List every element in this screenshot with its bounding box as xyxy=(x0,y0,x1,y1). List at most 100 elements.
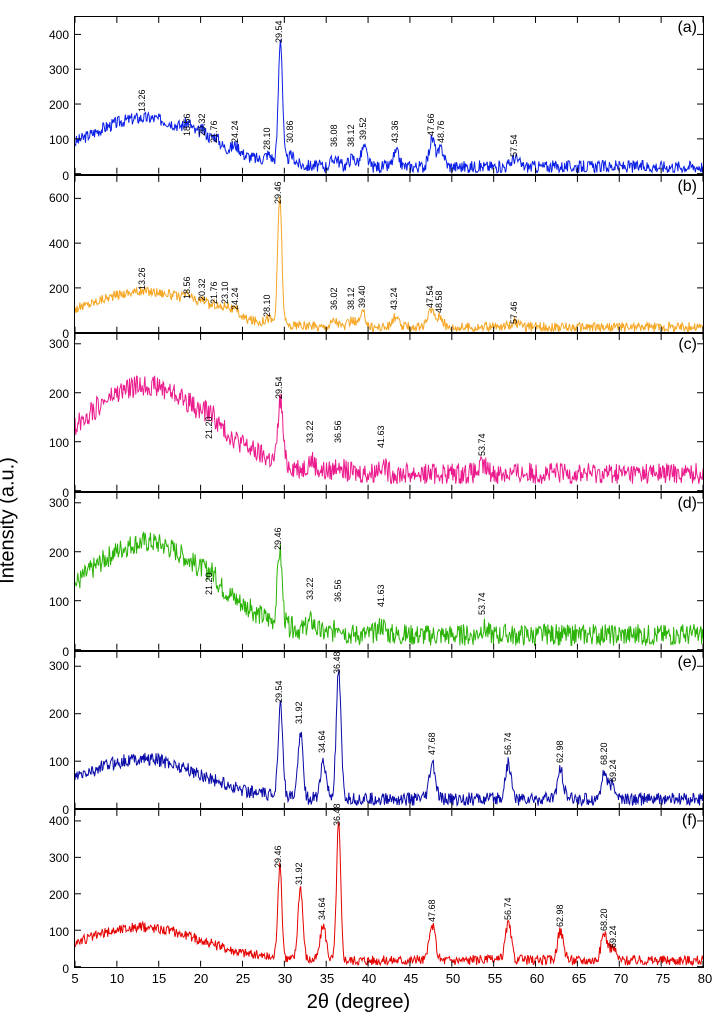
peak-label: 39.40 xyxy=(357,286,367,309)
panel-e: 010020030029.5431.9234.6436.4847.6856.74… xyxy=(74,651,704,810)
xtick-label: 70 xyxy=(614,971,628,986)
peak-label: 62.98 xyxy=(555,905,565,928)
peak-label: 36.48 xyxy=(332,803,342,826)
peak-label: 47.68 xyxy=(427,899,437,922)
peak-label: 20.32 xyxy=(197,279,207,302)
peak-label: 30.86 xyxy=(285,121,295,144)
xrd-trace-c xyxy=(75,334,703,491)
peak-label: 34.64 xyxy=(317,897,327,920)
peak-label: 43.36 xyxy=(390,121,400,144)
ytick-label: 0 xyxy=(62,169,69,183)
peak-label: 13.26 xyxy=(137,89,147,112)
ytick-label: 200 xyxy=(49,707,69,721)
peak-label: 13.26 xyxy=(137,267,147,290)
xtick-label: 80 xyxy=(698,971,712,986)
panel-label-b: (b) xyxy=(677,178,697,196)
ytick-label: 600 xyxy=(49,191,69,205)
peak-label: 21.20 xyxy=(204,572,214,595)
xtick-label: 20 xyxy=(194,971,208,986)
xtick-label: 75 xyxy=(656,971,670,986)
peak-label: 36.02 xyxy=(329,288,339,311)
peak-label: 62.98 xyxy=(555,740,565,763)
ytick-label: 100 xyxy=(49,925,69,939)
peak-label: 34.64 xyxy=(317,730,327,753)
peak-label: 23.10 xyxy=(220,281,230,304)
xtick-label: 55 xyxy=(488,971,502,986)
peak-label: 43.24 xyxy=(389,288,399,311)
peak-label: 21.20 xyxy=(204,416,214,439)
peak-label: 29.46 xyxy=(273,846,283,869)
panel-f: 0100200300400510152025303540455055606570… xyxy=(74,809,704,968)
peak-label: 28.10 xyxy=(262,128,272,151)
xtick-label: 25 xyxy=(236,971,250,986)
peak-label: 53.74 xyxy=(477,433,487,456)
xrd-trace-d xyxy=(75,493,703,650)
panel-d: 010020030021.2029.4633.2236.5641.6353.74… xyxy=(74,492,704,651)
peak-label: 38.12 xyxy=(346,288,356,311)
xtick-label: 5 xyxy=(71,971,78,986)
peak-label: 39.52 xyxy=(358,117,368,140)
panel-b: 020040060013.2618.5620.3221.7623.1024.24… xyxy=(74,175,704,334)
peak-label: 47.68 xyxy=(427,733,437,756)
ytick-label: 200 xyxy=(49,98,69,112)
ytick-label: 0 xyxy=(62,962,69,976)
peak-label: 29.46 xyxy=(273,528,283,551)
peak-label: 57.54 xyxy=(509,135,519,158)
ytick-label: 300 xyxy=(49,496,69,510)
peak-label: 33.22 xyxy=(305,421,315,444)
peak-label: 31.92 xyxy=(294,862,304,885)
peak-label: 36.48 xyxy=(332,651,342,674)
peak-label: 29.54 xyxy=(274,20,284,43)
peak-label: 48.76 xyxy=(436,121,446,144)
xtick-label: 65 xyxy=(572,971,586,986)
peak-label: 41.63 xyxy=(376,585,386,608)
peak-label: 47.66 xyxy=(426,114,436,137)
ytick-label: 300 xyxy=(49,337,69,351)
peak-label: 29.46 xyxy=(273,181,283,204)
ytick-label: 100 xyxy=(49,436,69,450)
xtick-label: 50 xyxy=(446,971,460,986)
peak-label: 29.54 xyxy=(274,376,284,399)
peak-label: 53.74 xyxy=(477,592,487,615)
peak-label: 18.56 xyxy=(182,276,192,299)
peak-label: 36.08 xyxy=(329,124,339,147)
peak-label: 56.74 xyxy=(503,897,513,920)
peak-label: 56.74 xyxy=(503,733,513,756)
peak-label: 29.54 xyxy=(274,680,284,703)
peak-label: 24.24 xyxy=(230,288,240,311)
peak-label: 28.10 xyxy=(262,295,272,318)
xtick-label: 10 xyxy=(110,971,124,986)
ytick-label: 300 xyxy=(49,851,69,865)
xtick-label: 40 xyxy=(362,971,376,986)
ytick-label: 200 xyxy=(49,888,69,902)
panel-label-f: (f) xyxy=(682,812,697,830)
xrd-trace-a xyxy=(75,17,703,174)
xtick-label: 15 xyxy=(152,971,166,986)
peak-label: 24.24 xyxy=(230,121,240,144)
peak-label: 36.56 xyxy=(333,580,343,603)
panel-label-d: (d) xyxy=(677,495,697,513)
xrd-figure: Intensity (a.u.) 2θ (degree) 01002003004… xyxy=(0,0,717,1018)
panel-label-c: (c) xyxy=(678,336,697,354)
peak-label: 69.24 xyxy=(608,925,618,948)
peak-label: 33.22 xyxy=(305,577,315,600)
xtick-label: 35 xyxy=(320,971,334,986)
xtick-label: 45 xyxy=(404,971,418,986)
panel-c: 010020030021.2029.5433.2236.5641.6353.74… xyxy=(74,333,704,492)
ytick-label: 300 xyxy=(49,63,69,77)
ytick-label: 100 xyxy=(49,595,69,609)
ytick-label: 200 xyxy=(49,546,69,560)
xtick-label: 60 xyxy=(530,971,544,986)
ytick-label: 0 xyxy=(62,645,69,659)
peak-label: 18.56 xyxy=(182,114,192,137)
xtick-label: 30 xyxy=(278,971,292,986)
ytick-label: 100 xyxy=(49,755,69,769)
panel-a: 010020030040013.2618.5620.3221.7624.2428… xyxy=(74,16,704,175)
peak-label: 69.24 xyxy=(608,759,618,782)
ytick-label: 300 xyxy=(49,659,69,673)
xrd-trace-e xyxy=(75,652,703,809)
panel-label-e: (e) xyxy=(677,654,697,672)
ytick-label: 400 xyxy=(49,237,69,251)
ytick-label: 400 xyxy=(49,814,69,828)
peak-label: 48.58 xyxy=(434,290,444,313)
